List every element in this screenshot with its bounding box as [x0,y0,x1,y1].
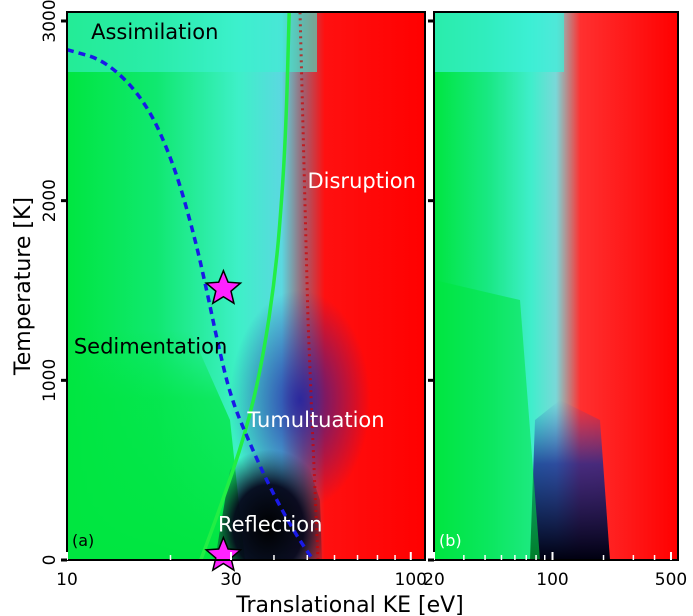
region-label-sedimentation: Sedimentation [74,334,227,358]
region-label-disruption: Disruption [307,169,415,193]
boundary-curve-solid [199,12,291,560]
panel-a-x-tick-label: 10 [56,570,78,590]
panel-b-frame [433,11,679,561]
panel-a-y-tick-label: 1000 [40,359,60,402]
x-axis-title: Translational KE [eV] [235,593,464,616]
panel-a-heatmap [67,12,425,560]
panel-a-x-tick-label: 100 [395,570,427,590]
panel-a-x-tick-label: 30 [220,570,242,590]
panel-a-y-tick-label: 2000 [40,179,60,222]
y-axis-title: Temperature [K] [11,197,36,376]
star-marker [204,268,243,305]
panel-a-y-tick-label: 0 [40,555,60,566]
panel-a-y-tick-label: 3000 [40,0,60,43]
panel-b-x-tick-label: 100 [536,570,568,590]
panel-b-x-tick-label: 500 [655,570,687,590]
boundary-curve-dashed [67,48,315,560]
panel-a-frame [66,11,426,561]
panel-b-heatmap [434,12,678,560]
region-label-reflection: Reflection [218,512,323,536]
region-label-tumultuation: Tumultuation [246,408,384,432]
region-label-assimilation: Assimilation [91,20,218,44]
panel-b-x-tick-label: 20 [423,570,445,590]
panel-a-label: (a) [72,531,94,550]
panel-b-label: (b) [439,531,462,550]
star-marker [204,535,243,572]
